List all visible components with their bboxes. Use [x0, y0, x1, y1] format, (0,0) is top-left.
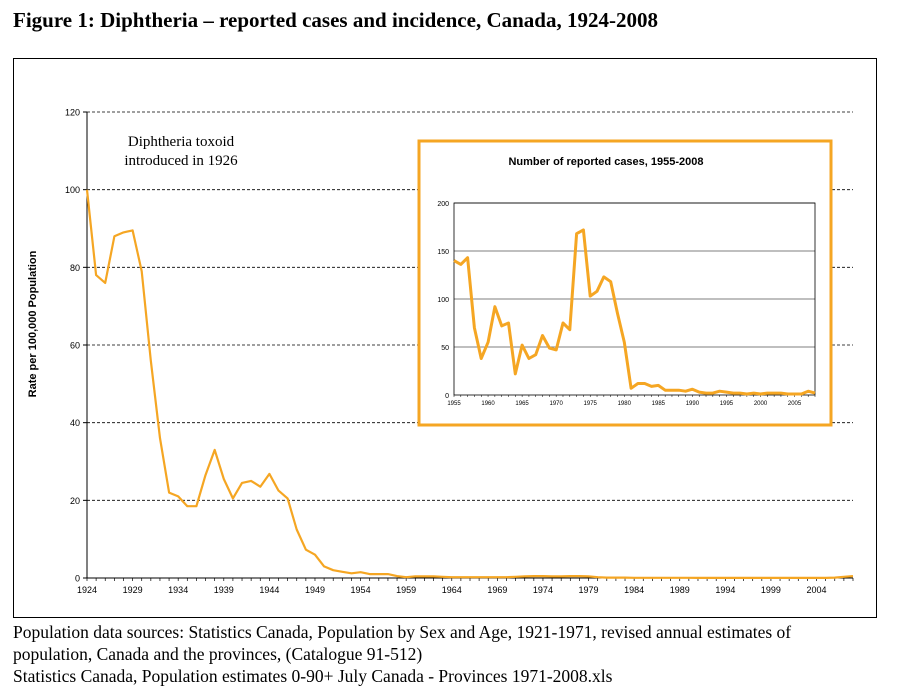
- inset-y-tick-label: 0: [445, 393, 449, 400]
- inset-y-tick-label: 50: [441, 345, 449, 352]
- main-x-tick-label: 1964: [442, 585, 462, 595]
- main-y-tick-label: 20: [70, 496, 80, 506]
- inset-x-tick-label: 2005: [788, 401, 802, 407]
- main-y-tick-label: 0: [75, 574, 80, 584]
- main-x-tick-label: 1924: [77, 585, 97, 595]
- main-y-tick-label: 100: [65, 185, 80, 195]
- inset-series-line: [453, 228, 816, 396]
- inset-y-tick-label: 200: [437, 201, 449, 208]
- source-notes: Population data sources: Statistics Cana…: [13, 621, 913, 687]
- main-x-tick-label: 1954: [351, 585, 371, 595]
- inset-x-tick-label: 1985: [652, 401, 666, 407]
- annotation-line-1: Diphtheria toxoid: [128, 134, 235, 150]
- main-x-tick-label: 1984: [624, 585, 644, 595]
- inset-x-tick-label: 1970: [549, 401, 563, 407]
- inset-x-tick-label: 1980: [618, 401, 632, 407]
- main-x-tick-label: 1989: [670, 585, 690, 595]
- chart-frame: 0 20 40 60 80 100 120 1924 1929 1934 1939 1944 1949…: [13, 58, 877, 618]
- main-y-tick-label: 40: [70, 418, 80, 428]
- main-x-tick-label: 1969: [487, 585, 507, 595]
- main-x-tick-label: 1959: [396, 585, 416, 595]
- chart-canvas: 0 20 40 60 80 100 120 1924 1929 1934 1939 1944 1949…: [27, 108, 854, 595]
- inset-y-tick-label: 100: [437, 297, 449, 304]
- main-x-tick-label: 1974: [533, 585, 553, 595]
- inset-x-tick-labels: 1955 1960 1965 1970 1975 1980 1985 1990 1995 2000…: [447, 401, 802, 407]
- figure-title: Figure 1: Diphtheria – reported cases an…: [13, 8, 658, 32]
- main-x-tick-label: 1999: [761, 585, 781, 595]
- inset-panel: [417, 139, 833, 427]
- main-x-tick-label: 1929: [123, 585, 143, 595]
- source-note-line: Statistics Canada, Population estimates …: [13, 666, 613, 686]
- main-x-tick-label: 1979: [579, 585, 599, 595]
- inset-y-tick-label: 150: [437, 249, 449, 256]
- main-y-tick-label: 60: [70, 341, 80, 351]
- main-x-tick-label: 1994: [715, 585, 735, 595]
- inset-x-tick-label: 1955: [447, 401, 461, 407]
- main-x-tick-label: 1934: [168, 585, 188, 595]
- main-x-tick-label: 1944: [259, 585, 279, 595]
- y-axis-label: Rate per 100,000 Population: [27, 250, 39, 397]
- inset-x-tick-label: 2000: [754, 401, 768, 407]
- inset-x-tick-label: 1995: [720, 401, 734, 407]
- main-x-tick-label: 2004: [807, 585, 827, 595]
- main-series-line: [85, 189, 854, 579]
- main-y-tick-label: 120: [65, 108, 80, 118]
- inset-title: Number of reported cases, 1955-2008: [508, 156, 703, 168]
- source-note-line: population, Canada and the provinces, (C…: [13, 644, 423, 664]
- inset-x-tick-label: 1990: [686, 401, 700, 407]
- inset-x-tick-label: 1975: [584, 401, 598, 407]
- inset-x-tick-label: 1965: [515, 401, 529, 407]
- main-y-tick-label: 80: [70, 263, 80, 273]
- main-x-tick-label: 1939: [214, 585, 234, 595]
- inset-y-tick-labels: 0 50 100 150 200: [437, 201, 449, 400]
- main-y-tick-labels: 0 20 40 60 80 100 120: [65, 108, 80, 584]
- main-x-tick-labels: 1924 1929 1934 1939 1944 1949 1954 1959 1964 1969…: [77, 585, 827, 595]
- inset-axes: [453, 202, 816, 397]
- main-x-tick-label: 1949: [305, 585, 325, 595]
- inset-plot-border: [453, 202, 816, 396]
- inset-x-tick-label: 1960: [481, 401, 495, 407]
- annotation-line-2: introduced in 1926: [124, 153, 238, 169]
- source-note-line: Population data sources: Statistics Cana…: [13, 622, 792, 642]
